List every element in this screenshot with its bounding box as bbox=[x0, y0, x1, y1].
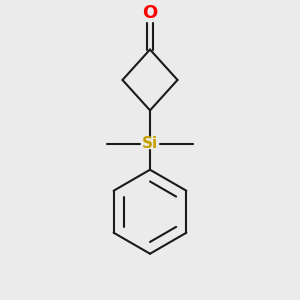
Text: Si: Si bbox=[142, 136, 158, 151]
Text: O: O bbox=[142, 4, 158, 22]
